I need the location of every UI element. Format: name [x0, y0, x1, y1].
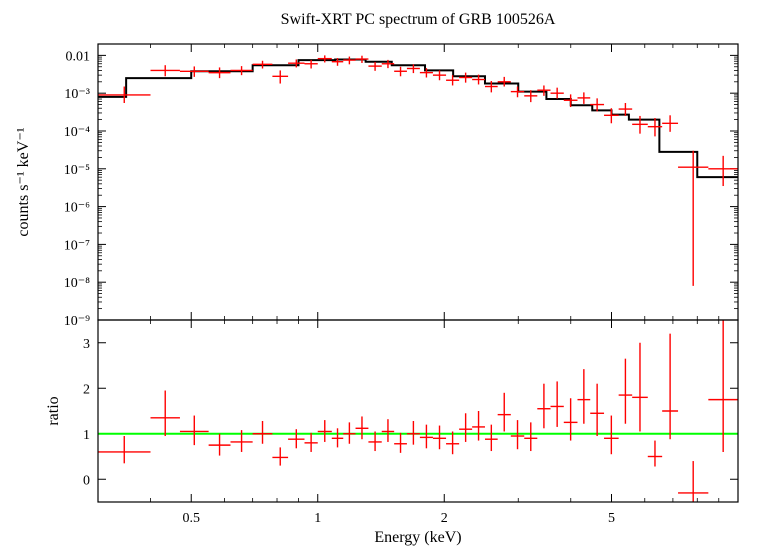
model-line	[98, 59, 738, 177]
chart-svg: Swift-XRT PC spectrum of GRB 100526A 10⁻⁹…	[0, 0, 758, 556]
ratio-tick-label: 2	[83, 382, 90, 397]
ratio-panel	[98, 320, 738, 502]
y-tick-label: 10⁻⁷	[64, 238, 90, 253]
y-axis-label-bottom: ratio	[45, 396, 62, 425]
y-tick-label: 10⁻⁸	[64, 276, 90, 291]
x-tick-label: 0.5	[182, 511, 200, 526]
y-axis-label-top: counts s⁻¹ keV⁻¹	[15, 127, 32, 236]
x-axis-label: Energy (keV)	[374, 529, 461, 546]
y-tick-label: 0.01	[66, 49, 91, 64]
chart-container: Swift-XRT PC spectrum of GRB 100526A 10⁻⁹…	[0, 0, 758, 556]
y-tick-label: 10⁻³	[64, 87, 90, 102]
y-tick-label: 10⁻⁵	[64, 163, 90, 178]
ratio-tick-label: 0	[83, 473, 90, 488]
x-tick-label: 1	[314, 511, 321, 526]
y-tick-label: 10⁻⁶	[64, 201, 90, 216]
spectrum-panel	[98, 55, 738, 285]
x-tick-label: 2	[441, 511, 448, 526]
y-tick-label: 10⁻⁹	[64, 314, 90, 329]
ratio-tick-label: 1	[83, 428, 90, 443]
ratio-tick-label: 3	[83, 337, 90, 352]
chart-title: Swift-XRT PC spectrum of GRB 100526A	[281, 11, 556, 28]
x-tick-label: 5	[608, 511, 615, 526]
y-tick-label: 10⁻⁴	[64, 125, 90, 140]
